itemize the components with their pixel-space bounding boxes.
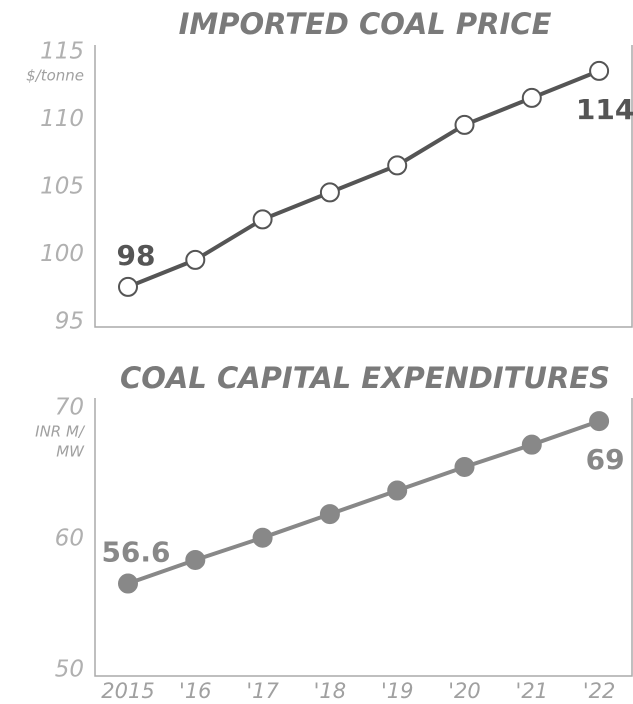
value-label: 69 (586, 443, 625, 476)
value-label: 98 (117, 239, 156, 272)
y-tick-label: 110 (40, 106, 84, 132)
marker (521, 87, 542, 108)
y-tick-label: 105 (40, 174, 84, 200)
y-tick-label: 115 (40, 39, 84, 65)
marker (185, 249, 206, 270)
marker (589, 60, 610, 81)
y-tick-label: 70 (55, 395, 84, 421)
value-label: 114 (576, 93, 633, 126)
x-tick-label: '17 (246, 679, 279, 703)
line (127, 419, 600, 586)
x-tick-label: '16 (179, 679, 212, 703)
x-tick-label: '22 (583, 679, 616, 703)
marker (252, 209, 273, 230)
y-tick-label: 95 (55, 309, 84, 335)
value-label: 56.6 (101, 536, 170, 569)
axis-frame (94, 398, 633, 677)
marker (454, 456, 475, 477)
marker (589, 411, 610, 432)
marker (118, 573, 138, 594)
y-tick-label: 60 (55, 526, 84, 552)
line (127, 69, 600, 289)
axis-frame (94, 45, 633, 328)
x-tick-label: '21 (516, 679, 549, 703)
y-tick-label: 100 (40, 241, 84, 267)
x-tick-label: '18 (314, 679, 347, 703)
marker (185, 549, 206, 570)
marker (387, 480, 408, 501)
marker (319, 182, 340, 203)
chart-title: COAL CAPITAL EXPENDITURES (120, 361, 610, 395)
marker (319, 504, 340, 525)
marker (252, 527, 273, 548)
y-unit: MW (56, 443, 85, 461)
marker (454, 114, 475, 135)
marker (387, 155, 408, 176)
x-tick-label: '19 (381, 679, 414, 703)
chart-title: IMPORTED COAL PRICE (179, 7, 552, 41)
marker (118, 276, 138, 297)
y-unit: INR M/ (35, 423, 86, 441)
marker (521, 434, 542, 455)
y-tick-label: 50 (55, 657, 84, 683)
y-unit: $/tonne (26, 67, 84, 85)
x-tick-label: 2015 (101, 679, 154, 703)
x-tick-label: '20 (448, 679, 481, 703)
